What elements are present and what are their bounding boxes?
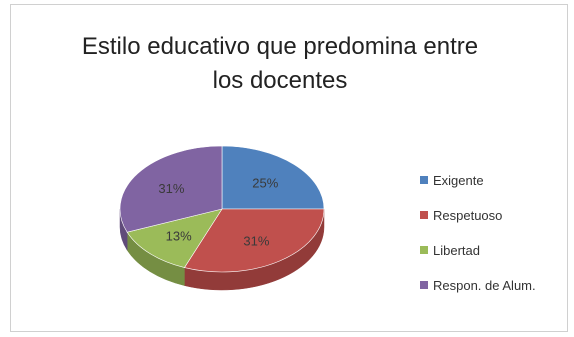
legend-item-respetuoso: Respetuoso (420, 205, 536, 225)
data-label-exigente: 25% (252, 175, 278, 190)
legend-label-respon-de-alum: Respon. de Alum. (433, 277, 536, 293)
legend-item-exigente: Exigente (420, 170, 536, 190)
legend-item-respon-de-alum: Respon. de Alum. (420, 275, 536, 295)
legend-swatch-exigente (420, 176, 428, 184)
data-label-respetuoso: 31% (243, 233, 269, 248)
chart-title-line-1: Estilo educativo que predomina entre (81, 33, 479, 60)
pie-slice-exigente (221, 145, 325, 210)
legend-item-libertad: Libertad (420, 240, 536, 260)
legend-label-respetuoso: Respetuoso (433, 207, 503, 223)
legend-label-libertad: Libertad (433, 242, 480, 258)
pie-slice-libertad (126, 208, 223, 268)
chart-title-line-2: los docentes (212, 67, 348, 94)
pie-slice-respon-de-alum (119, 145, 223, 233)
chart-legend: Exigente Respetuoso Libertad Respon. de Alu… (420, 170, 536, 310)
data-label-respon-de-alum: 31% (158, 181, 184, 196)
legend-label-exigente: Exigente (433, 172, 484, 188)
chart-title: Estilo educativo que predomina entre los… (60, 30, 500, 98)
legend-swatch-libertad (420, 246, 428, 254)
pie-slice-respetuoso (183, 208, 325, 273)
legend-swatch-respetuoso (420, 211, 428, 219)
legend-swatch-respon-de-alum (420, 281, 428, 289)
data-label-libertad: 13% (166, 229, 192, 244)
